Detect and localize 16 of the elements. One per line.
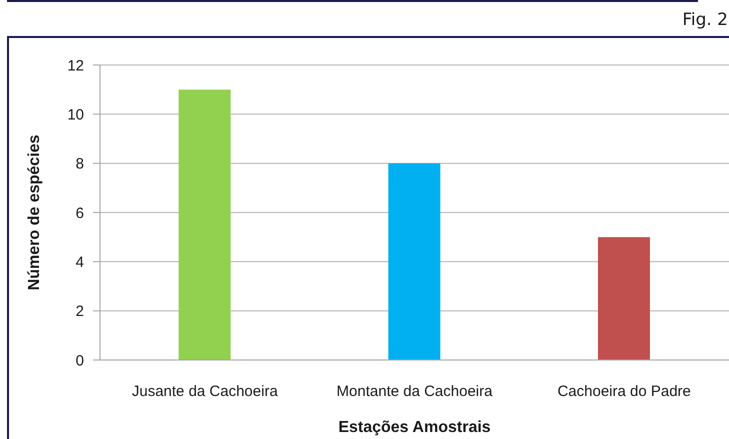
bar: [388, 163, 440, 360]
x-tick-label: Montante da Cachoeira: [336, 382, 494, 400]
y-tick-label: 12: [67, 57, 84, 74]
bar: [178, 90, 231, 360]
y-tick-label: 6: [76, 204, 84, 222]
y-tick-label: 0: [76, 352, 84, 370]
y-tick-label: 10: [67, 106, 84, 124]
x-tick-label: Jusante da Cachoeira: [132, 382, 278, 400]
bar: [598, 237, 650, 360]
y-axis-title: Número de espécies: [26, 134, 44, 290]
x-axis-title: Estações Amostrais: [338, 419, 491, 436]
x-tick-label: Cachoeira do Padre: [557, 382, 691, 400]
y-tick-label: 2: [76, 303, 84, 320]
y-tick-label: 4: [76, 254, 84, 271]
y-tick-label: 8: [76, 156, 84, 173]
caption: Fig. 2: [682, 10, 728, 30]
